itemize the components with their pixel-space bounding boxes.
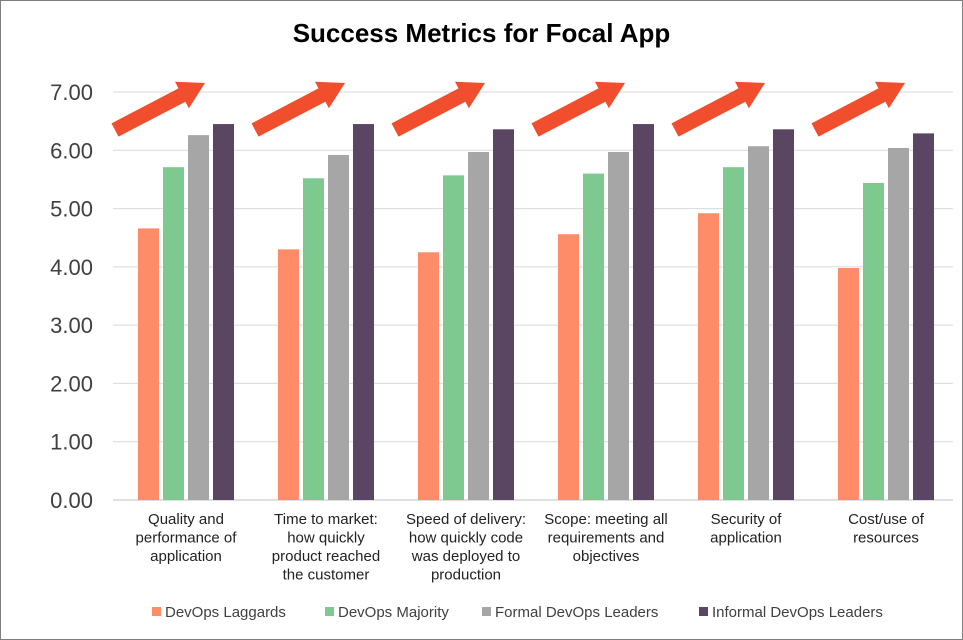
- bar: [583, 173, 604, 500]
- x-tick-label: Cost/use of resources: [848, 511, 925, 547]
- legend: DevOps Laggards DevOps Majority Formal Dev…: [152, 604, 883, 621]
- legend-swatch: [152, 607, 161, 616]
- trend-arrows: [111, 81, 905, 137]
- y-tick-label: 1.00: [50, 430, 93, 455]
- x-tick-label: Security of application: [710, 511, 782, 547]
- y-tick-label: 3.00: [50, 313, 93, 338]
- bar: [633, 124, 654, 501]
- gridlines: [113, 91, 953, 501]
- bar: [443, 175, 464, 500]
- bar: [278, 249, 299, 500]
- bar: [888, 147, 909, 500]
- x-tick-label: Speed of delivery: how quickly code was de…: [406, 511, 526, 584]
- x-tick-label: Quality and performance of application: [136, 511, 238, 565]
- trend-up-arrow-icon: [531, 81, 625, 137]
- x-tick-label: Scope: meeting all requirements and object…: [544, 511, 667, 565]
- legend-label: DevOps Laggards: [165, 604, 286, 621]
- bar: [698, 213, 719, 500]
- y-tick-label: 7.00: [50, 80, 93, 105]
- bar: [608, 152, 629, 500]
- trend-up-arrow-icon: [391, 81, 485, 137]
- y-tick-label: 0.00: [50, 488, 93, 513]
- bar: [303, 178, 324, 500]
- bar: [773, 129, 794, 500]
- chart-title: Success Metrics for Focal App: [292, 18, 671, 48]
- legend-swatch: [699, 607, 708, 616]
- y-tick-label: 4.00: [50, 255, 93, 280]
- trend-up-arrow-icon: [251, 81, 345, 137]
- bar: [558, 234, 579, 500]
- y-tick-label: 2.00: [50, 371, 93, 396]
- bar: [913, 133, 934, 500]
- bar: [188, 135, 209, 501]
- bar: [723, 167, 744, 500]
- bar: [418, 252, 439, 500]
- legend-swatch: [482, 607, 491, 616]
- bars: [138, 124, 934, 501]
- legend-swatch: [325, 607, 334, 616]
- bar: [213, 124, 234, 501]
- bar: [163, 167, 184, 500]
- bar: [493, 129, 514, 500]
- bar: [138, 228, 159, 501]
- y-tick-label: 6.00: [50, 138, 93, 163]
- trend-up-arrow-icon: [811, 81, 905, 137]
- legend-label: Formal DevOps Leaders: [495, 604, 658, 621]
- bar: [863, 182, 884, 500]
- bar: [468, 152, 489, 500]
- x-axis-ticks: Quality and performance of application Time…: [136, 511, 925, 584]
- bar: [353, 124, 374, 501]
- bar: [748, 146, 769, 500]
- bar: [838, 268, 859, 500]
- trend-up-arrow-icon: [111, 81, 205, 137]
- x-tick-label: Time to market: how quickly product reache…: [272, 511, 380, 584]
- trend-up-arrow-icon: [671, 81, 765, 137]
- legend-label: DevOps Majority: [338, 604, 449, 621]
- y-axis-ticks: 0.00 1.00 2.00 3.00 4.00 5.00 6.00 7.00: [50, 80, 93, 513]
- bar: [328, 154, 349, 500]
- y-tick-label: 5.00: [50, 197, 93, 222]
- legend-label: Informal DevOps Leaders: [712, 604, 883, 621]
